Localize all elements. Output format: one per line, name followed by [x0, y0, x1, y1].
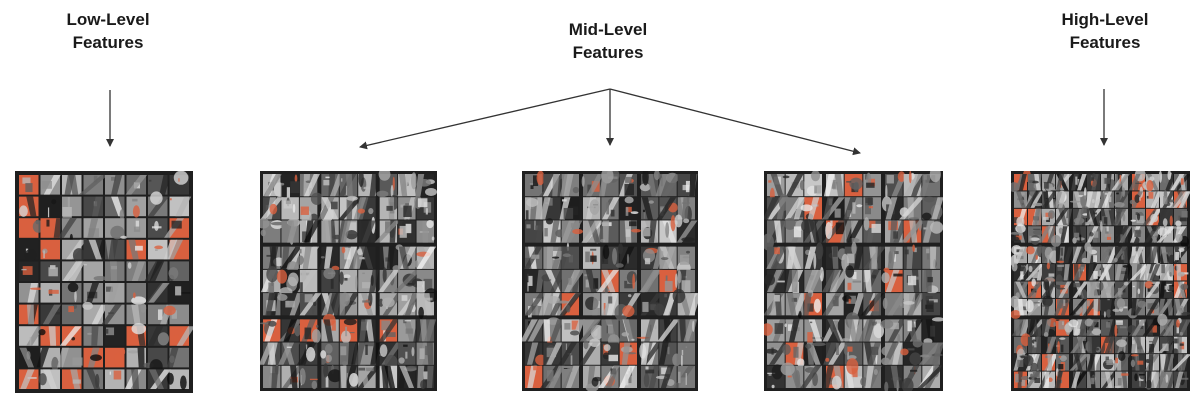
high-level-feature-grid	[1011, 171, 1190, 391]
mid-level-feature-grid-1	[260, 171, 437, 391]
low-level-feature-grid	[15, 171, 193, 393]
mid-level-features-label: Mid-Level Features	[548, 18, 668, 64]
mid-level-label-line2: Features	[572, 43, 644, 62]
low-level-features-label: Low-Level Features	[48, 8, 168, 54]
mid-level-feature-grid-2	[522, 171, 698, 391]
mid-level-arrow-right	[609, 88, 861, 156]
mid-level-feature-grid-3	[764, 171, 943, 391]
mid-level-label-line1: Mid-Level	[568, 20, 648, 39]
mid-level-arrow-left	[359, 88, 611, 150]
low-level-label-line2: Features	[72, 33, 144, 52]
high-level-label-line2: Features	[1069, 33, 1141, 52]
high-level-label-line1: High-Level	[1061, 10, 1149, 29]
low-level-label-line1: Low-Level	[66, 10, 150, 29]
high-level-features-label: High-Level Features	[1045, 8, 1165, 54]
